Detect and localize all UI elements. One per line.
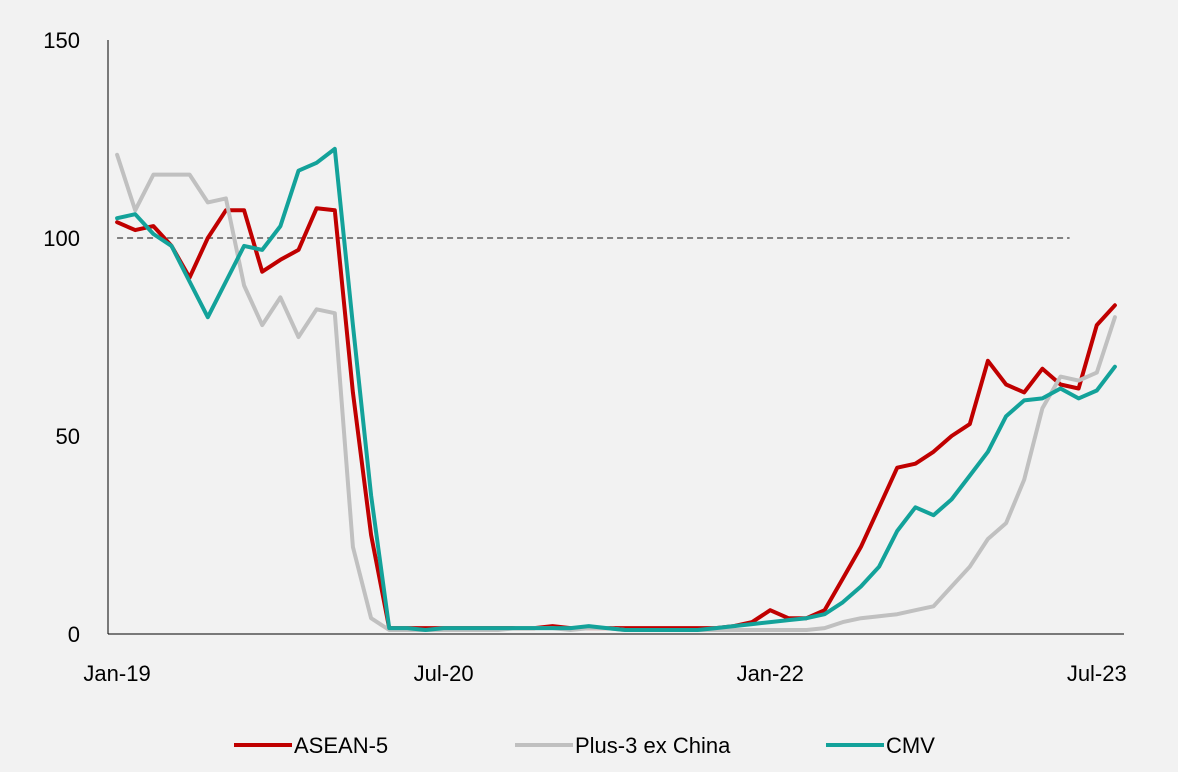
y-axis: 0 50 100 150 (43, 28, 109, 647)
x-tick-label: Jul-20 (414, 661, 474, 686)
series-line-plus-3-ex-china (115, 152, 1117, 632)
legend-label: Plus-3 ex China (575, 733, 731, 758)
legend: ASEAN-5 Plus-3 ex China CMV (234, 733, 935, 758)
x-tick-label: Jan-22 (737, 661, 804, 686)
series-line-asean-5 (115, 206, 1117, 631)
y-tick-label: 100 (43, 226, 80, 251)
x-axis: Jan-19 Jul-20 Jan-22 Jul-23 (83, 633, 1127, 686)
legend-label: ASEAN-5 (294, 733, 388, 758)
y-tick-label: 150 (43, 28, 80, 53)
y-tick-label: 50 (56, 424, 80, 449)
legend-label: CMV (886, 733, 935, 758)
x-tick-label: Jul-23 (1067, 661, 1127, 686)
y-tick-label: 0 (68, 622, 80, 647)
series-lines (115, 146, 1117, 632)
x-tick-label: Jan-19 (83, 661, 150, 686)
series-line-cmv (115, 146, 1117, 632)
